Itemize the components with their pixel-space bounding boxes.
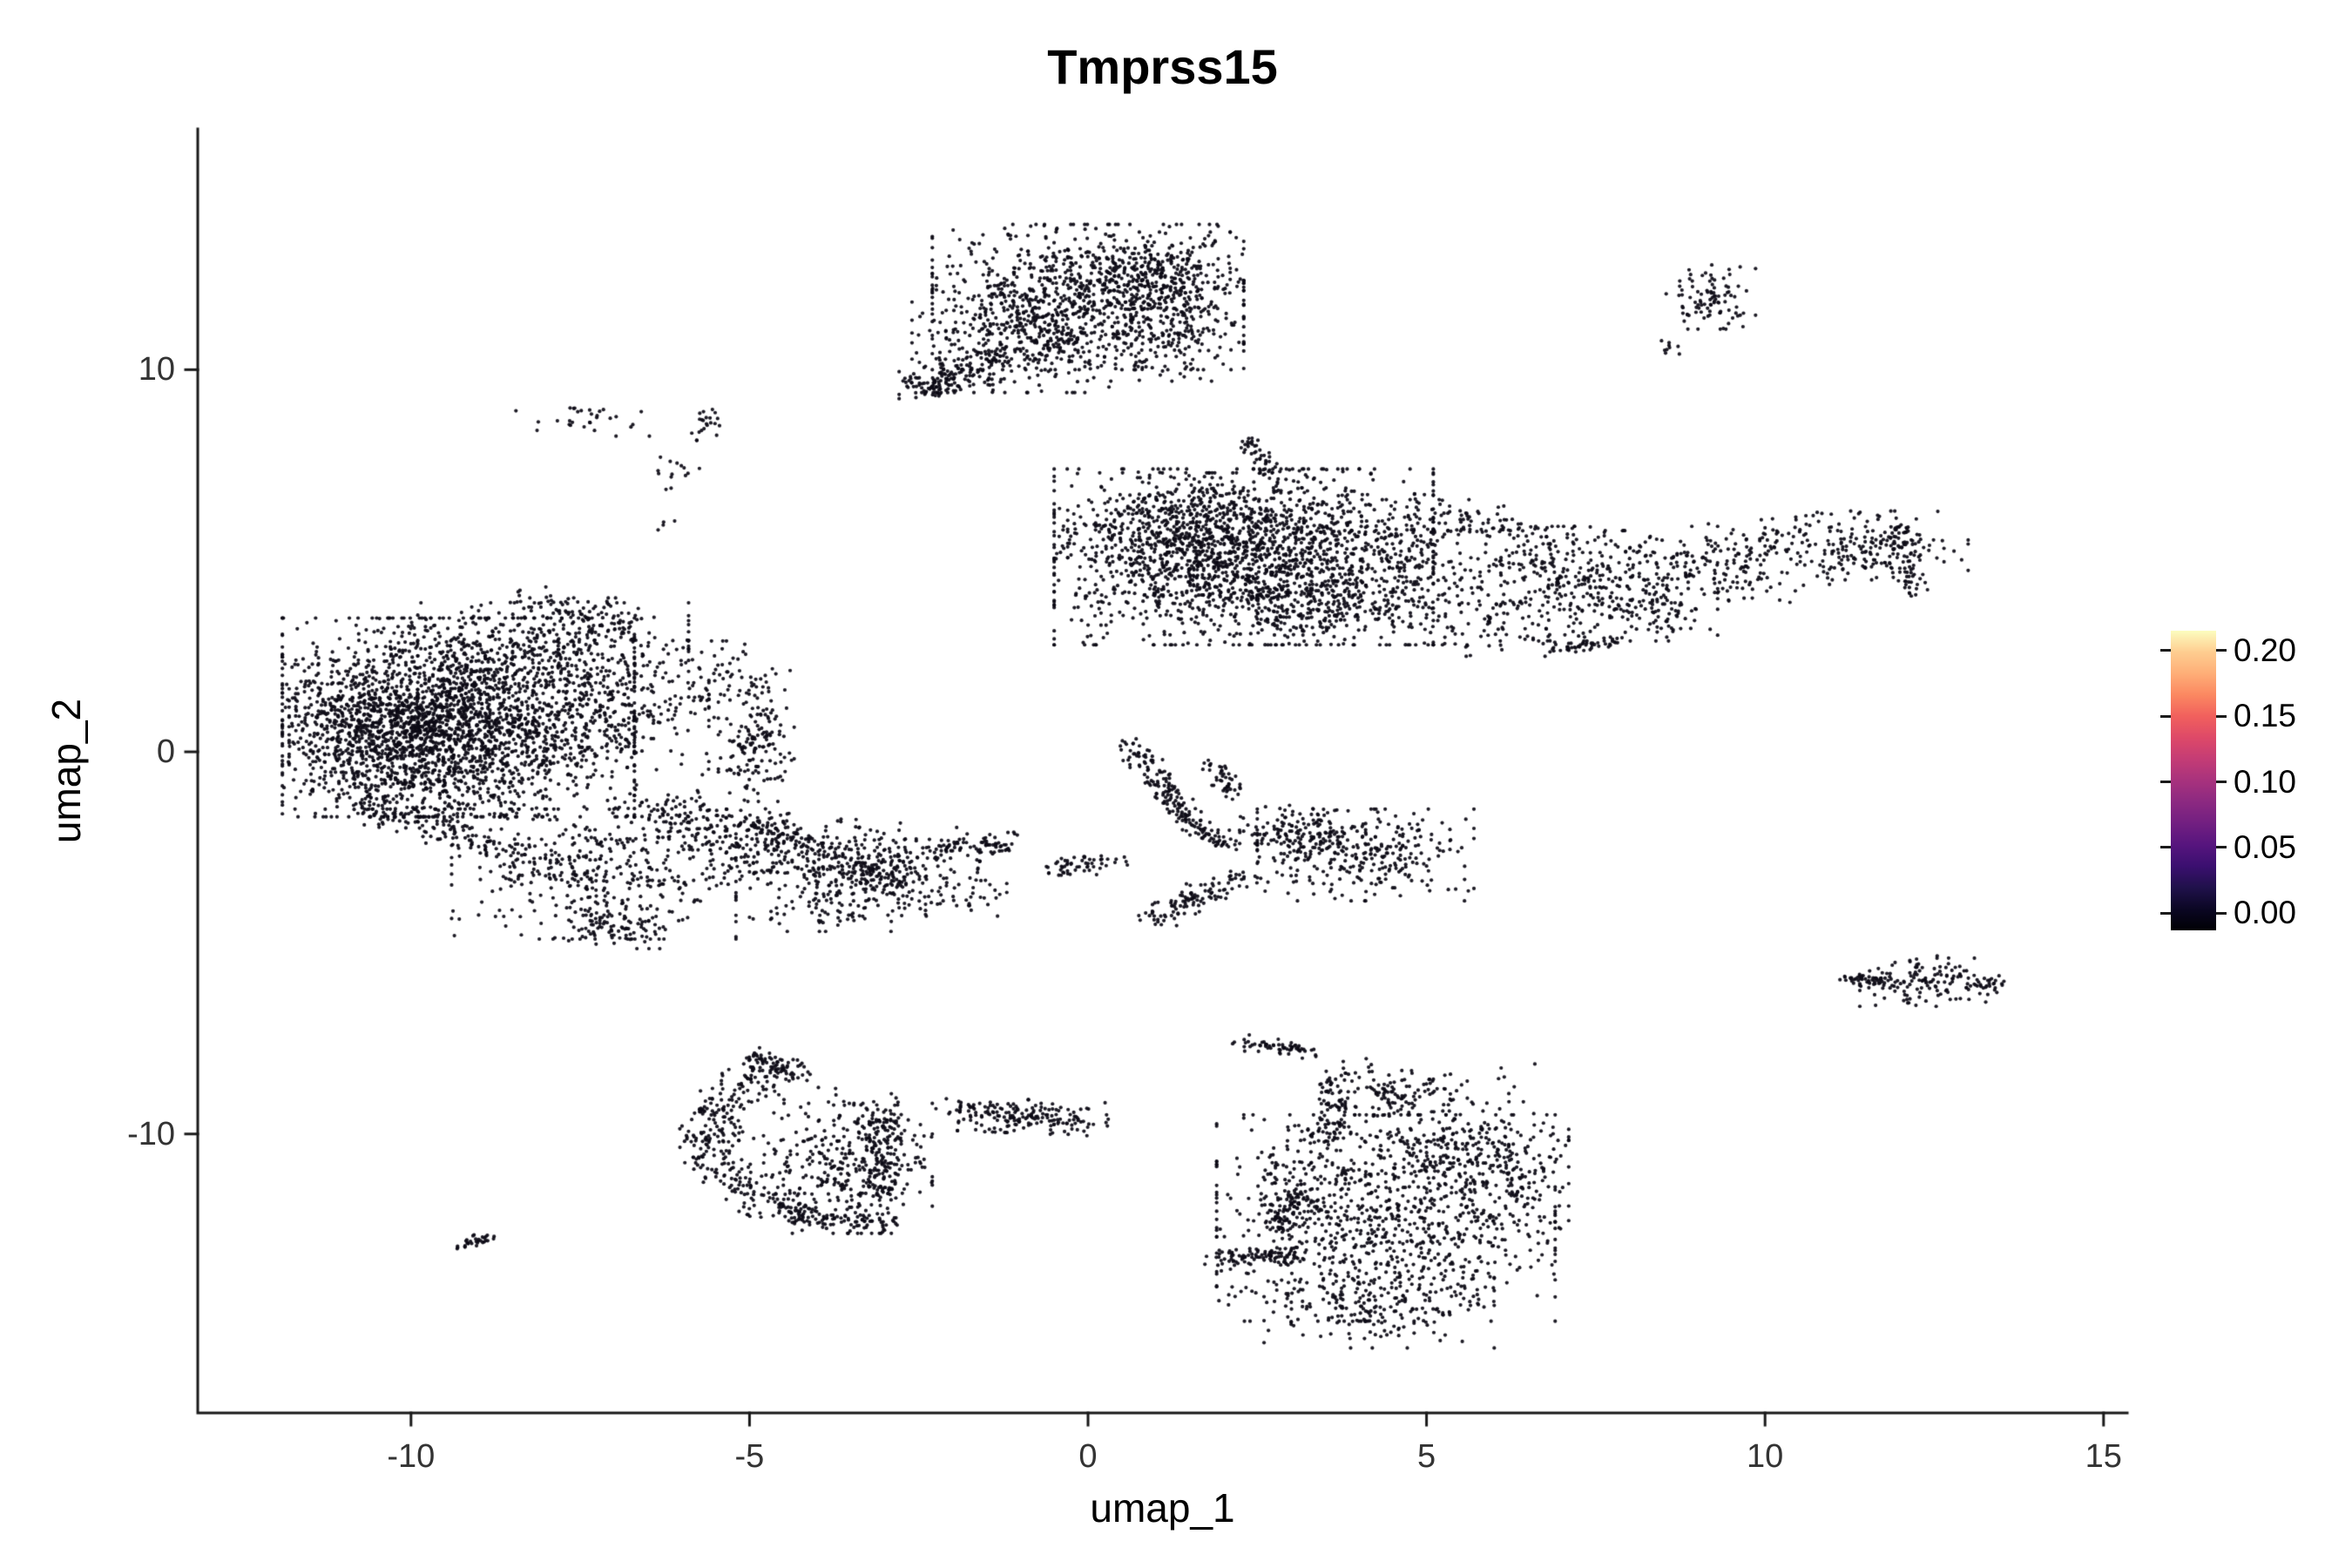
- y-tick-label: 10: [138, 351, 175, 389]
- colorbar-tick: [2160, 846, 2171, 849]
- x-tick-label: -10: [387, 1438, 436, 1475]
- colorbar-tick: [2216, 846, 2227, 849]
- colorbar-tick-label: 0.10: [2234, 763, 2297, 800]
- colorbar-tick-label: 0.00: [2234, 895, 2297, 931]
- colorbar-tick-label: 0.15: [2234, 698, 2297, 734]
- colorbar-tick: [2160, 714, 2171, 718]
- x-tick-label: -5: [734, 1438, 765, 1475]
- colorbar-tick: [2216, 649, 2227, 652]
- colorbar-tick: [2160, 911, 2171, 915]
- x-axis-label: umap_1: [1090, 1485, 1235, 1531]
- colorbar-tick-label: 0.05: [2234, 828, 2297, 865]
- plot-title: Tmprss15: [1047, 39, 1278, 94]
- colorbar-tick: [2160, 649, 2171, 652]
- x-tick-label: 10: [1747, 1438, 1784, 1475]
- x-tick-label: 5: [1417, 1438, 1436, 1475]
- x-tick-label: 0: [1078, 1438, 1098, 1475]
- colorbar-tick: [2216, 714, 2227, 718]
- colorbar-tick: [2216, 911, 2227, 915]
- colorbar-tick: [2160, 781, 2171, 783]
- y-tick-label: -10: [127, 1115, 175, 1152]
- x-tick-label: 15: [2085, 1438, 2122, 1475]
- colorbar-tick: [2216, 781, 2227, 783]
- y-tick-label: 0: [156, 733, 175, 771]
- colorbar-tick-label: 0.20: [2234, 632, 2297, 668]
- colorbar-legend: [2171, 631, 2216, 930]
